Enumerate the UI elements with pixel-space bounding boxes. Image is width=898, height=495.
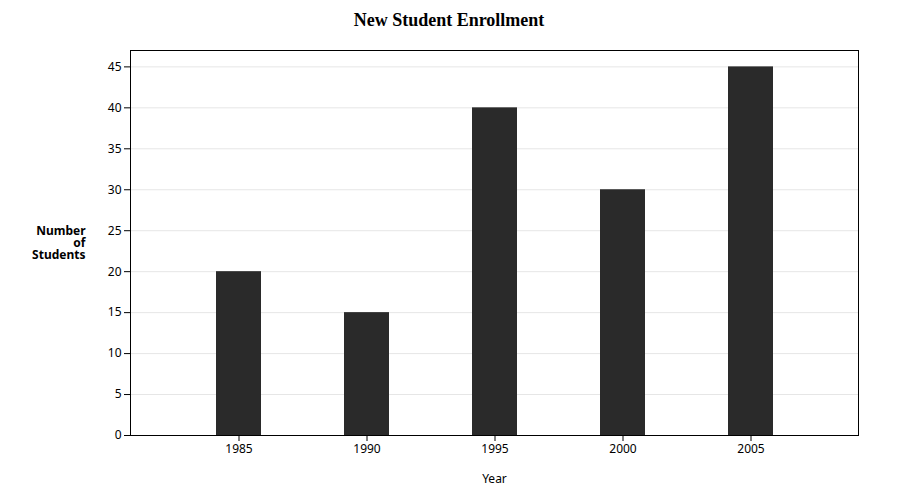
svg-text:40: 40 [108, 99, 122, 116]
svg-text:1990: 1990 [353, 440, 381, 457]
svg-text:2000: 2000 [609, 440, 637, 457]
svg-text:10: 10 [108, 344, 122, 361]
svg-text:Year: Year [482, 470, 507, 486]
svg-text:15: 15 [108, 303, 122, 320]
svg-text:0: 0 [115, 426, 122, 443]
svg-text:20: 20 [108, 263, 122, 280]
svg-text:25: 25 [108, 222, 122, 239]
svg-text:1995: 1995 [481, 440, 509, 457]
svg-text:NumberofStudents: NumberofStudents [32, 222, 87, 263]
svg-text:1985: 1985 [225, 440, 253, 457]
html-text:New Student Enrollment: New Student Enrollment [353, 10, 545, 30]
svg-text:45: 45 [108, 58, 122, 75]
svg-text:30: 30 [108, 181, 122, 198]
svg-text:5: 5 [115, 385, 122, 402]
svg-text:2005: 2005 [737, 440, 765, 457]
svg-text:35: 35 [108, 140, 122, 157]
